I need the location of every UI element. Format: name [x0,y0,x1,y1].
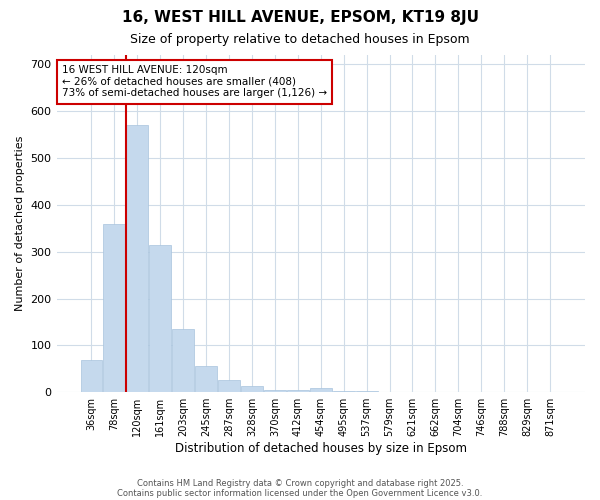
Bar [103,224,125,392]
Bar [356,391,377,392]
Text: Contains public sector information licensed under the Open Government Licence v3: Contains public sector information licen… [118,488,482,498]
Text: 16, WEST HILL AVENUE, EPSOM, KT19 8JU: 16, WEST HILL AVENUE, EPSOM, KT19 8JU [121,10,479,25]
Bar [333,391,355,392]
Bar [287,390,309,392]
Bar [241,386,263,392]
Bar [264,390,286,392]
Y-axis label: Number of detached properties: Number of detached properties [15,136,25,312]
Bar [310,388,332,392]
Bar [195,366,217,392]
Text: Contains HM Land Registry data © Crown copyright and database right 2025.: Contains HM Land Registry data © Crown c… [137,478,463,488]
Text: 16 WEST HILL AVENUE: 120sqm
← 26% of detached houses are smaller (408)
73% of se: 16 WEST HILL AVENUE: 120sqm ← 26% of det… [62,65,327,98]
Bar [80,360,103,392]
X-axis label: Distribution of detached houses by size in Epsom: Distribution of detached houses by size … [175,442,467,455]
Bar [127,126,148,392]
Bar [172,329,194,392]
Bar [149,244,171,392]
Bar [218,380,240,392]
Text: Size of property relative to detached houses in Epsom: Size of property relative to detached ho… [130,32,470,46]
